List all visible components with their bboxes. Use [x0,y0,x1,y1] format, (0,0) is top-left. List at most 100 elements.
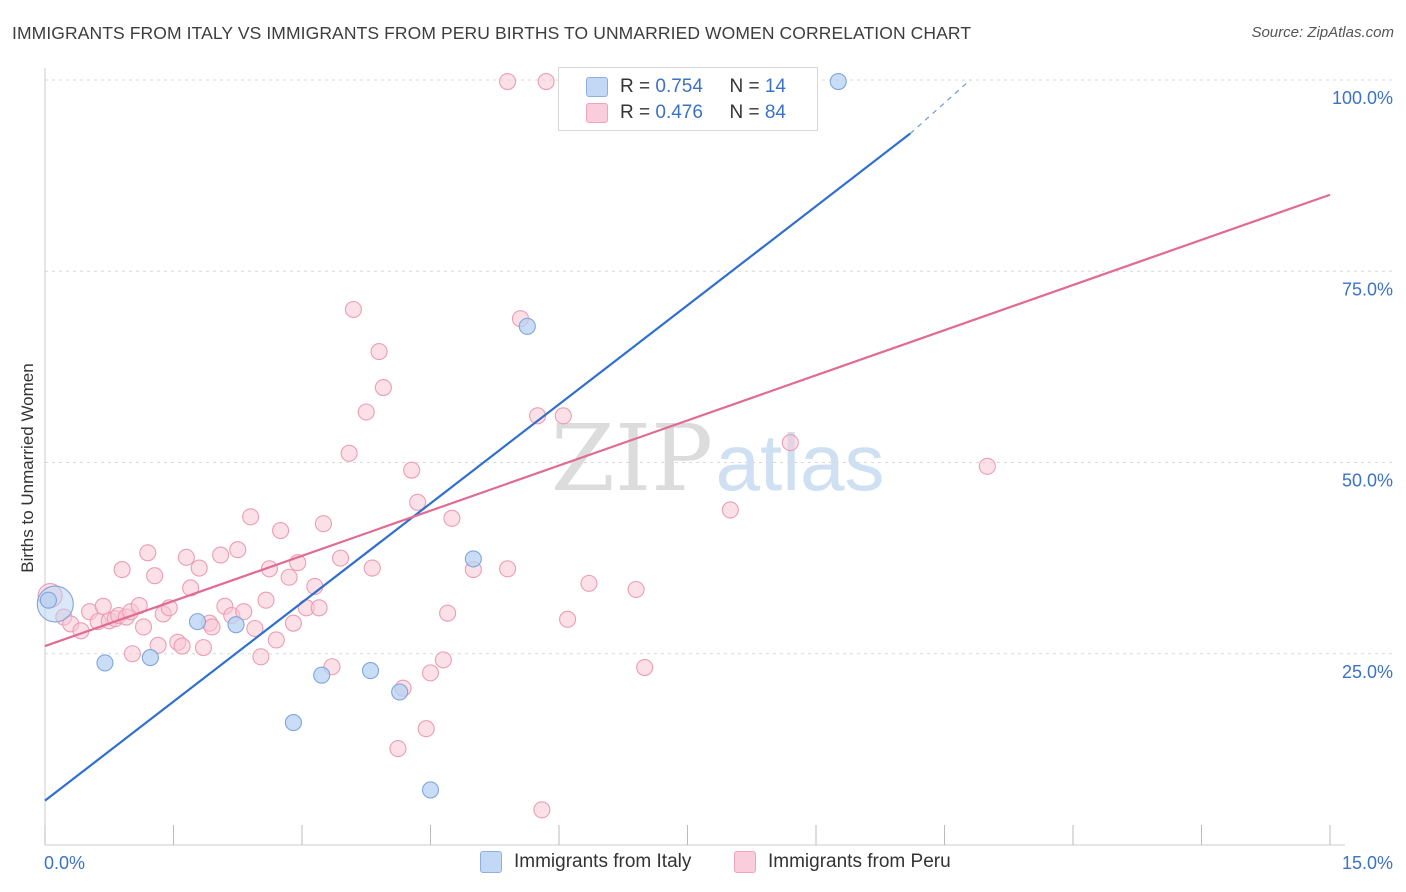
peru-point-70 [554,407,572,425]
peru-point-54 [370,343,388,361]
italy-trend-extension [909,79,971,134]
italy-swatch [480,851,502,873]
peru-point-51 [344,300,362,319]
italy-point-10 [464,550,482,568]
peru-point-52 [357,403,375,421]
peru-point-25 [190,559,208,577]
peru-point-16 [139,544,157,562]
peru-point-34 [242,508,260,526]
peru-point-18 [149,636,167,654]
x-tick-label-1: 15.0% [1342,853,1393,873]
legend-peru-n-value: 84 [764,102,786,123]
peru-point-50 [340,444,358,462]
y-tick-label-3: 100.0% [1332,88,1393,108]
peru-point-59 [409,493,427,511]
legend-peru-r-value: 0.476 [655,102,703,123]
peru-point-47 [314,515,332,533]
watermark-atlas: atlas [716,418,885,507]
peru-point-55 [374,378,392,397]
peru-point-29 [212,546,230,564]
peru-point-35 [246,619,264,638]
italy-point-12 [829,72,847,91]
italy-point-3 [188,613,207,631]
chart-title: IMMIGRANTS FROM ITALY VS IMMIGRANTS FROM… [12,23,972,43]
legend-swatch-italy [586,77,608,97]
peru-point-72 [580,574,598,592]
legend-italy-r-label: R = [620,76,656,97]
trend-lines [44,79,1331,802]
peru-point-76 [781,434,799,452]
legend-item-italy[interactable]: Immigrants from Italy [480,851,691,873]
legend-swatch-peru [586,103,608,123]
peru-point-22 [173,637,191,655]
italy-legend-label: Immigrants from Italy [514,851,692,872]
peru-point-42 [284,614,302,632]
peru-trend-line [44,193,1331,648]
peru-point-56 [389,740,407,758]
legend-item-peru[interactable]: Immigrants from Peru [734,851,951,873]
peru-point-73 [627,580,645,599]
italy-point-11 [518,317,536,335]
legend-peru-r-label: R = [620,102,656,123]
italy-point-2 [141,649,159,667]
peru-point-61 [421,664,440,682]
peru-point-36 [252,648,270,666]
peru-point-6 [94,597,112,615]
tick-labels: 25.0% 50.0% 75.0% 100.0% 0.0% 15.0% [44,88,1393,873]
peru-point-58 [403,461,421,479]
legend-italy-n-label: N = [729,76,765,97]
peru-point-13 [123,645,141,663]
italy-point-6 [313,666,331,684]
peru-point-40 [272,522,290,540]
peru-point-66 [499,560,517,578]
peru-point-53 [363,559,381,577]
peru-point-33 [235,603,253,621]
italy-point-4 [227,616,245,634]
peru-swatch [734,851,756,873]
legend-peru-n-label: N = [729,102,765,123]
correlation-legend: R = 0.754 N = 14 R = 0.476 N = 84 [558,67,818,131]
peru-point-10 [113,561,131,579]
watermark: ZIP atlas [551,405,885,512]
peru-point-69 [533,801,551,819]
italy-point-9 [421,781,440,799]
axes [44,68,1345,846]
peru-point-74 [636,658,654,677]
peru-point-46 [310,599,328,617]
peru-point-26 [194,639,213,657]
italy-point-13 [39,591,57,609]
peru-point-37 [257,591,275,609]
peru-point-15 [134,618,153,636]
series-legend: Immigrants from Italy Immigrants from Pe… [0,851,1406,877]
peru-point-75 [721,501,739,519]
peru-point-41 [280,568,298,586]
peru-legend-label: Immigrants from Peru [768,851,951,872]
legend-italy-r-value: 0.754 [655,76,703,97]
peru-point-63 [439,604,457,622]
peru-point-62 [434,651,452,669]
peru-point-79 [537,72,555,91]
italy-series [36,72,847,799]
italy-point-1 [96,654,114,672]
legend-italy-n-value: 14 [764,76,786,97]
peru-point-39 [267,631,285,649]
y-tick-label-2: 75.0% [1342,279,1393,299]
peru-point-23 [177,548,195,566]
peru-point-71 [559,610,577,628]
peru-point-32 [229,541,247,559]
peru-point-64 [443,509,461,527]
peru-point-17 [146,567,164,585]
x-tick-label-0: 0.0% [44,853,85,873]
y-tick-label-1: 50.0% [1342,471,1393,491]
peru-point-60 [417,720,435,738]
peru-point-78 [499,72,517,91]
italy-point-8 [391,683,409,701]
grid-lines [45,79,1395,655]
italy-point-7 [361,662,380,680]
peru-point-28 [203,618,221,636]
y-tick-label-0: 25.0% [1342,662,1393,682]
italy-trend-line [44,132,911,802]
peru-point-49 [331,549,350,567]
source-label: Source: ZipAtlas.com [1251,24,1394,41]
